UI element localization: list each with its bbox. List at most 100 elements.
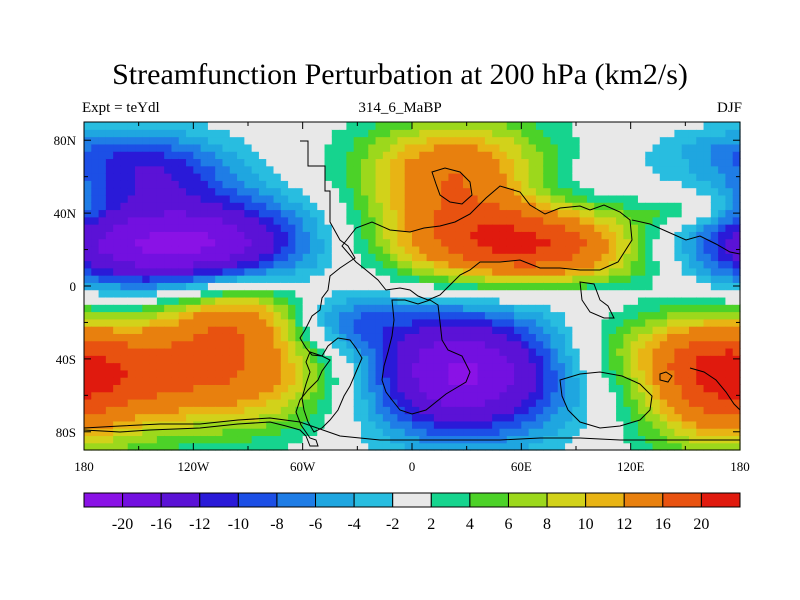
contour-cell [652, 275, 661, 283]
contour-cell [718, 122, 727, 130]
contour-cell [470, 187, 479, 196]
contour-cell [127, 304, 136, 313]
contour-cell [142, 151, 151, 160]
contour-cell [514, 209, 522, 218]
contour-cell [164, 267, 173, 276]
contour-cell [419, 369, 428, 378]
contour-cell [426, 391, 435, 400]
contour-cell [178, 282, 187, 291]
contour-cell [499, 209, 508, 218]
contour-cell [404, 245, 413, 254]
contour-cell [258, 362, 267, 371]
contour-cell [492, 384, 501, 393]
contour-cell [506, 158, 515, 167]
contour-cell [645, 311, 654, 320]
contour-cell [295, 296, 304, 305]
contour-cell [499, 289, 508, 298]
contour-cell [113, 202, 122, 211]
contour-cell [171, 428, 180, 437]
contour-cell [171, 362, 180, 371]
contour-cell [528, 311, 537, 320]
contour-cell [608, 267, 617, 276]
contour-cell [718, 165, 727, 174]
contour-cell [280, 194, 289, 203]
contour-cell [302, 224, 311, 232]
contour-cell [302, 318, 311, 327]
contour-cell [455, 238, 464, 247]
contour-cell [127, 151, 136, 160]
contour-cell [105, 304, 114, 313]
contour-cell [120, 209, 129, 218]
contour-cell [149, 245, 158, 254]
contour-cell [637, 231, 646, 240]
contour-cell [397, 245, 406, 254]
outline-europe-asia [341, 185, 633, 301]
contour-cell [382, 377, 391, 385]
contour-cell [426, 282, 435, 291]
contour-cell [710, 435, 719, 444]
contour-cell [105, 245, 114, 254]
contour-cell [557, 428, 566, 437]
contour-cell [251, 435, 260, 444]
contour-cell [594, 428, 603, 437]
contour-cell [368, 238, 377, 247]
contour-cell [331, 231, 340, 240]
contour-cell [579, 333, 588, 342]
contour-cell [98, 275, 107, 283]
contour-cell [470, 362, 479, 371]
contour-cell [645, 173, 654, 181]
contour-cell [433, 318, 442, 327]
contour-cell [441, 296, 450, 305]
contour-cell [382, 231, 391, 240]
contour-cell [674, 296, 683, 305]
contour-cell [339, 355, 347, 364]
contour-cell [535, 151, 544, 160]
contour-cell [448, 442, 457, 451]
contour-cell [557, 187, 566, 196]
contour-cell [127, 224, 136, 232]
contour-cell [710, 326, 719, 334]
colorbar-swatch [507, 492, 548, 508]
contour-cell [215, 340, 224, 349]
contour-cell [441, 413, 450, 422]
contour-cell [84, 289, 92, 298]
contour-cell [149, 413, 158, 422]
contour-cell [353, 282, 362, 291]
contour-cell [215, 202, 224, 211]
contour-cell [594, 413, 603, 422]
contour-cell [732, 122, 741, 130]
contour-cell [616, 143, 624, 152]
contour-cell [251, 326, 260, 334]
contour-cell [382, 158, 391, 167]
contour-cell [441, 165, 450, 174]
contour-cell [244, 129, 253, 138]
contour-cell [156, 245, 165, 254]
contour-cell [586, 428, 595, 437]
contour-cell [535, 289, 544, 298]
contour-cell [645, 245, 654, 254]
contour-cell [732, 224, 741, 232]
contour-cell [419, 202, 428, 211]
contour-cell [84, 296, 92, 305]
contour-cell [135, 260, 143, 269]
contour-cell [528, 129, 537, 138]
contour-cell [637, 224, 646, 232]
contour-cell [579, 362, 588, 371]
contour-cell [630, 435, 639, 444]
contour-cell [171, 180, 180, 189]
contour-cell [579, 413, 588, 422]
contour-cell [630, 143, 639, 152]
contour-cell [463, 209, 471, 218]
contour-cell [91, 420, 100, 429]
contour-cell [543, 238, 552, 247]
contour-cell [565, 180, 573, 189]
contour-cell [506, 231, 515, 240]
contour-cell [149, 318, 158, 327]
contour-cell [113, 377, 122, 385]
contour-cell [375, 216, 384, 225]
contour-cell [463, 165, 471, 174]
contour-cell [339, 398, 347, 407]
contour-cell [309, 391, 318, 400]
contour-cell [302, 428, 311, 437]
contour-cell [149, 333, 158, 342]
